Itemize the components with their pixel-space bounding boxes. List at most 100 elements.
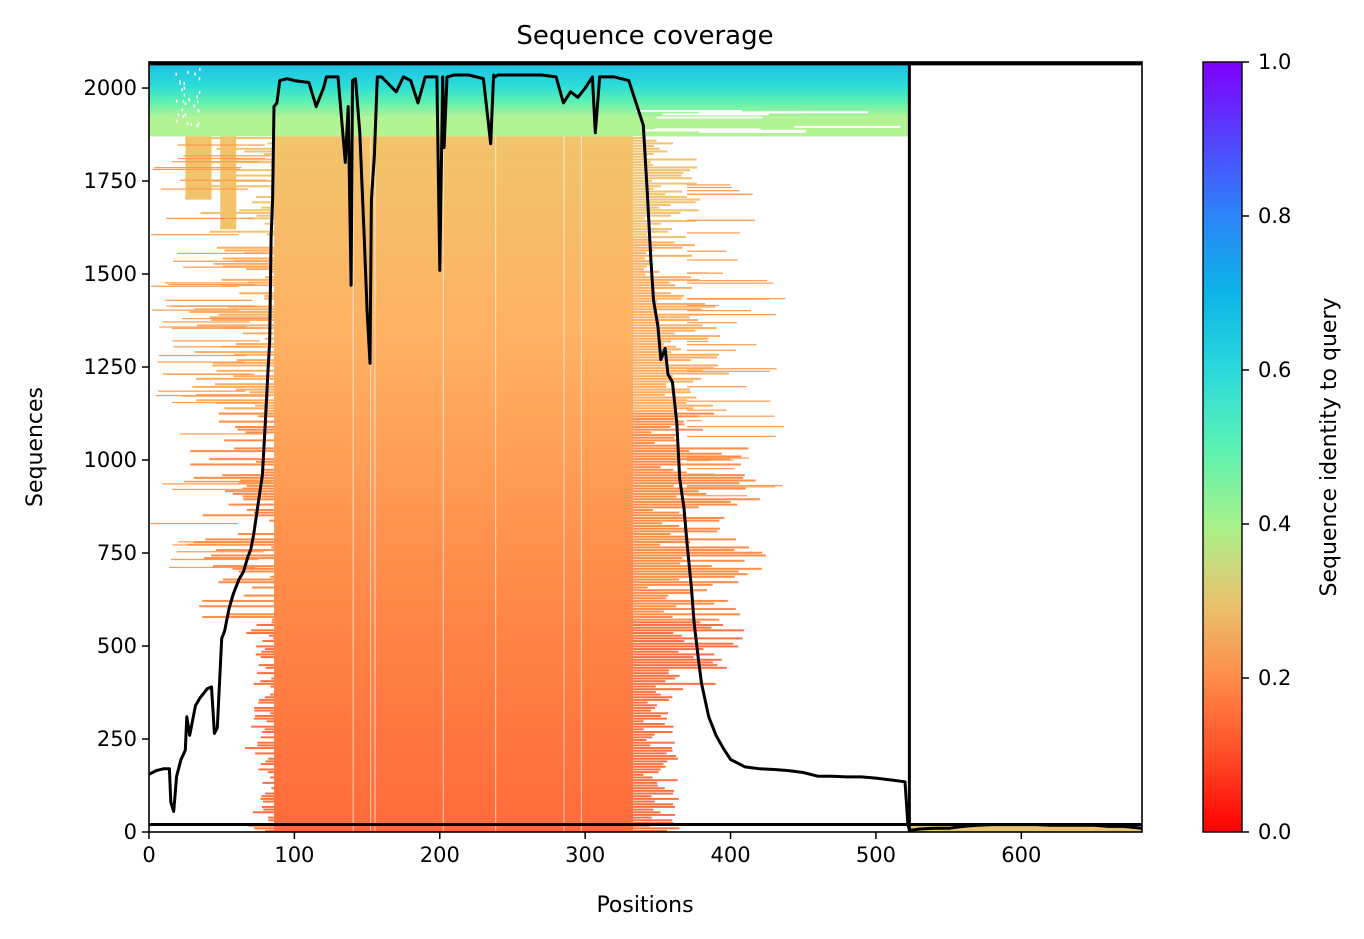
heatmap-row-streak bbox=[633, 169, 691, 172]
heatmap-row-streak bbox=[178, 157, 266, 160]
heatmap-row-streak bbox=[633, 137, 646, 140]
heatmap-row-streak bbox=[633, 484, 674, 487]
heatmap-row-streak bbox=[633, 749, 673, 752]
heatmap-row-streak bbox=[260, 656, 275, 659]
heatmap-row-streak bbox=[202, 599, 275, 602]
heatmap-row-streak bbox=[159, 326, 247, 328]
heatmap-row-streak bbox=[172, 401, 260, 404]
heatmap-row-streak bbox=[271, 787, 275, 790]
heatmap-row-streak bbox=[258, 768, 275, 771]
heatmap-row-streak bbox=[633, 709, 652, 712]
heatmap-row-streak bbox=[244, 150, 275, 153]
heatmap-row-streak bbox=[243, 594, 275, 597]
heatmap-gap-line bbox=[181, 88, 183, 92]
heatmap-row-streak bbox=[633, 795, 652, 798]
heatmap-row-streak bbox=[202, 615, 275, 618]
heatmap-row-streak bbox=[633, 246, 683, 249]
heatmap-row-streak bbox=[686, 368, 777, 370]
heatmap-row-streak bbox=[633, 634, 682, 637]
heatmap-row-streak bbox=[162, 483, 250, 485]
heatmap-row-streak bbox=[633, 460, 679, 463]
heatmap-row-streak bbox=[633, 142, 673, 145]
heatmap-row-streak bbox=[633, 813, 675, 816]
heatmap-row-streak bbox=[200, 211, 275, 214]
colorbar-label: Sequence identity to query bbox=[1317, 297, 1342, 596]
heatmap-row-streak bbox=[633, 289, 652, 292]
heatmap-row-streak bbox=[633, 284, 676, 287]
colorbar bbox=[1202, 61, 1243, 833]
heatmap-row-streak bbox=[260, 797, 275, 800]
heatmap-row-streak bbox=[249, 391, 275, 394]
heatmap-row-streak bbox=[190, 450, 275, 453]
heatmap-row-streak bbox=[633, 506, 699, 509]
heatmap-row-streak bbox=[633, 434, 679, 437]
heatmap-row-streak bbox=[686, 484, 783, 487]
heatmap-row-streak bbox=[633, 391, 692, 394]
heatmap-row-streak bbox=[633, 431, 652, 434]
heatmap-row-streak bbox=[633, 645, 739, 648]
heatmap-row-streak bbox=[269, 634, 275, 637]
heatmap-row-streak bbox=[633, 367, 714, 370]
heatmap-row-streak bbox=[633, 238, 650, 241]
heatmap-row-streak bbox=[258, 664, 275, 667]
heatmap-row-streak bbox=[633, 693, 661, 696]
heatmap-row-streak bbox=[255, 752, 275, 755]
heatmap-row-streak bbox=[633, 364, 718, 367]
heatmap-row-streak bbox=[263, 153, 275, 156]
heatmap-row-streak bbox=[633, 578, 680, 581]
heatmap-row-streak bbox=[164, 299, 253, 301]
heatmap-gap-line bbox=[563, 136, 565, 832]
heatmap-row-streak bbox=[633, 808, 654, 811]
heatmap-row-streak bbox=[203, 557, 275, 560]
heatmap-row-streak bbox=[633, 650, 679, 653]
heatmap-row-streak bbox=[686, 457, 750, 459]
heatmap-row-streak bbox=[239, 209, 275, 212]
heatmap-row-streak bbox=[633, 763, 664, 766]
heatmap-row-streak bbox=[150, 522, 238, 525]
heatmap-gap-line bbox=[656, 116, 763, 119]
heatmap-gap-line bbox=[495, 136, 497, 832]
heatmap-row-streak bbox=[633, 348, 681, 351]
heatmap-row-streak bbox=[633, 829, 668, 832]
heatmap-row-streak bbox=[633, 147, 660, 150]
heatmap-row-streak bbox=[221, 278, 275, 281]
heatmap-gap-line bbox=[182, 99, 185, 103]
heatmap-row-streak bbox=[633, 404, 713, 407]
heatmap-row-streak bbox=[633, 514, 684, 517]
heatmap-row-streak bbox=[194, 476, 275, 479]
heatmap-row-streak bbox=[218, 420, 275, 423]
heatmap-row-streak bbox=[171, 488, 260, 491]
heatmap-row-streak bbox=[252, 201, 275, 204]
heatmap-row-streak bbox=[633, 811, 661, 814]
heatmap-row-streak bbox=[686, 486, 776, 488]
heatmap-row-streak bbox=[254, 717, 275, 720]
heatmap-row-streak bbox=[270, 776, 275, 779]
heatmap-gap-line bbox=[699, 111, 806, 114]
heatmap-row-streak bbox=[235, 388, 275, 391]
heatmap-row-streak bbox=[256, 195, 275, 198]
heatmap-row-streak bbox=[633, 541, 691, 544]
heatmap-row-streak bbox=[239, 292, 275, 295]
heatmap-row-streak bbox=[633, 511, 680, 514]
heatmap-row-streak bbox=[633, 618, 720, 621]
heatmap-row-streak bbox=[633, 495, 677, 498]
heatmap-row-streak bbox=[192, 185, 275, 188]
heatmap-row-streak bbox=[633, 666, 727, 669]
heatmap-row-streak bbox=[633, 492, 707, 495]
heatmap-row-streak bbox=[633, 294, 684, 297]
heatmap-gap-line bbox=[177, 113, 180, 117]
heatmap-row-streak bbox=[238, 570, 275, 573]
heatmap-row-streak bbox=[633, 597, 667, 600]
heatmap-row-streak bbox=[633, 776, 653, 779]
heatmap-row-streak bbox=[633, 827, 680, 830]
heatmap-row-streak bbox=[633, 423, 685, 426]
heatmap-row-streak bbox=[633, 714, 662, 717]
x-tick-label: 100 bbox=[274, 843, 314, 867]
heatmap-row-streak bbox=[213, 262, 275, 265]
heatmap-row-streak bbox=[633, 755, 677, 758]
heatmap-row-streak bbox=[633, 669, 670, 672]
heatmap-row-streak bbox=[261, 206, 275, 209]
heatmap-row-streak bbox=[633, 442, 655, 445]
heatmap-row-streak bbox=[158, 390, 246, 392]
heatmap-gap-line bbox=[175, 119, 178, 123]
